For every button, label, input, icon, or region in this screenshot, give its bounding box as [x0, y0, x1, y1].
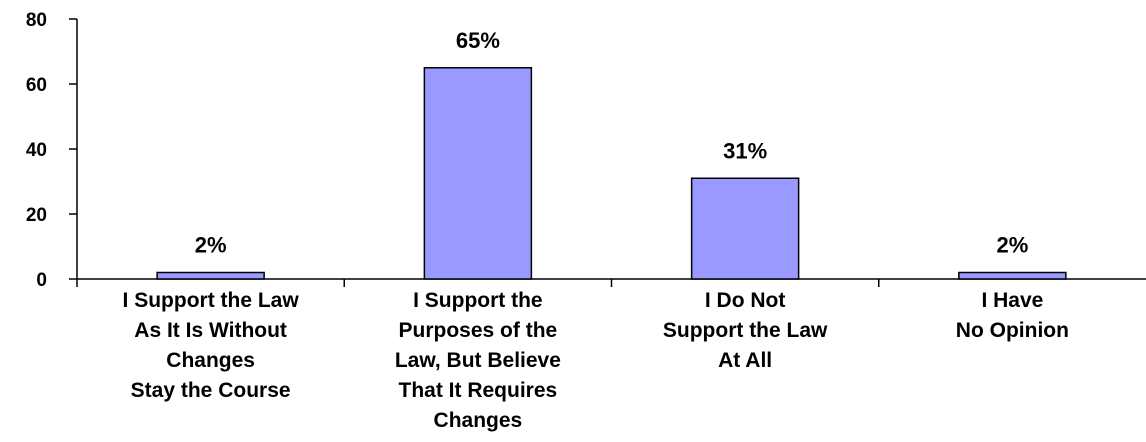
bar: [958, 271, 1067, 280]
y-tick-label: 20: [26, 205, 47, 226]
data-label: 2%: [996, 233, 1028, 258]
data-label: 65%: [456, 28, 500, 53]
data-label: 31%: [723, 138, 767, 163]
bar: [690, 177, 800, 280]
data-label: 2%: [195, 233, 227, 258]
chart-labels: 2% I Support the Law As It Is Without Chang…: [123, 28, 1069, 432]
x-tick-label: I Support the Law As It Is Without Changes…: [123, 289, 300, 402]
y-tick-label: 60: [26, 75, 47, 96]
chart-bars: [156, 67, 1067, 280]
bar: [156, 271, 265, 280]
bar: [423, 67, 533, 280]
y-tick-label: 0: [36, 270, 47, 291]
x-tick-label: I Have No Opinion: [956, 289, 1069, 342]
x-tick-label: I Support the Purposes of the Law, But Bel…: [395, 289, 561, 432]
x-tick-label: I Do Not Support the Law At All: [663, 289, 828, 372]
y-tick-label: 40: [26, 140, 47, 161]
y-tick-label: 80: [26, 10, 47, 31]
